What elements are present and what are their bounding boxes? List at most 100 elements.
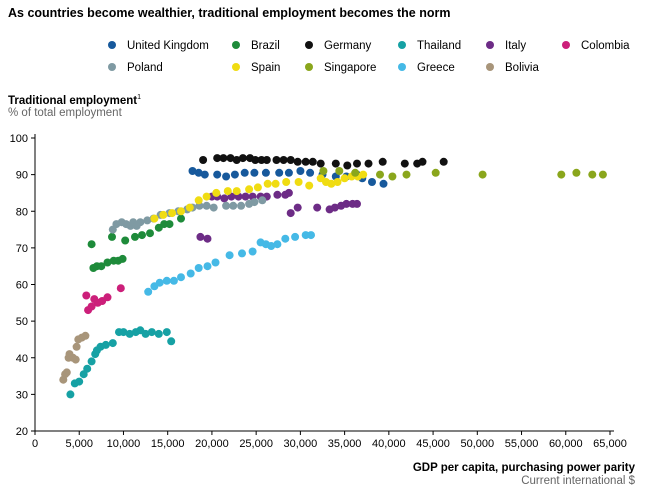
- data-point-united-kingdom: [306, 168, 315, 177]
- data-point-spain: [253, 183, 262, 192]
- data-point-spain: [340, 174, 349, 183]
- chart-legend: United Kingdom Brazil Germany Thailand Italy…: [0, 0, 645, 90]
- series-colombia: [82, 284, 125, 315]
- legend-item-greece: Greece: [398, 62, 455, 74]
- legend-item-colombia: Colombia: [562, 40, 630, 52]
- data-point-united-kingdom: [379, 179, 388, 188]
- data-point-singapore: [319, 167, 328, 175]
- data-point-singapore: [335, 167, 344, 175]
- legend-label: Colombia: [581, 40, 630, 52]
- series-thailand: [66, 326, 176, 399]
- x-tick-label: 15,000: [151, 438, 185, 450]
- data-point-germany: [279, 156, 288, 164]
- data-point-brazil: [118, 254, 127, 263]
- data-point-united-kingdom: [240, 168, 249, 177]
- data-point-italy: [203, 234, 212, 243]
- legend-item-united-kingdom: United Kingdom: [108, 40, 209, 52]
- legend-item-singapore: Singapore: [305, 62, 376, 74]
- series-poland: [108, 196, 267, 234]
- series-singapore: [319, 167, 607, 181]
- data-point-germany: [219, 154, 228, 163]
- data-point-brazil: [138, 231, 146, 240]
- legend-marker: [398, 63, 406, 71]
- data-point-poland: [258, 196, 267, 205]
- data-point-brazil: [165, 220, 174, 229]
- data-point-poland: [136, 218, 145, 227]
- data-point-bolivia: [81, 331, 90, 340]
- x-tick-label: 20,000: [195, 438, 229, 450]
- y-axis-footnote: 1: [137, 94, 141, 101]
- data-point-spain: [168, 209, 177, 218]
- data-point-thailand: [167, 337, 176, 346]
- y-axis-title-text: Traditional employment: [8, 94, 138, 107]
- legend-marker: [486, 63, 494, 71]
- data-point-germany: [293, 157, 302, 166]
- series-spain: [150, 170, 368, 223]
- data-point-greece: [291, 232, 300, 241]
- data-point-brazil: [146, 229, 154, 238]
- data-point-germany: [251, 156, 260, 164]
- data-point-singapore: [598, 170, 607, 179]
- data-point-poland: [143, 216, 152, 225]
- data-point-spain: [333, 178, 342, 186]
- x-axis-title: GDP per capita, purchasing power parity: [412, 462, 635, 474]
- legend-marker: [398, 41, 406, 49]
- data-point-greece: [186, 269, 195, 278]
- series-greece: [144, 231, 315, 296]
- data-point-germany: [232, 156, 241, 164]
- data-point-greece: [273, 240, 282, 249]
- legend-label: Greece: [417, 62, 455, 74]
- data-point-italy: [284, 188, 293, 197]
- y-tick-label: 50: [16, 316, 28, 328]
- data-point-united-kingdom: [230, 170, 239, 179]
- data-point-germany: [301, 157, 310, 166]
- data-point-greece: [162, 276, 171, 285]
- data-point-united-kingdom: [200, 170, 209, 179]
- data-point-brazil: [131, 232, 139, 241]
- data-point-germany: [272, 156, 281, 164]
- data-point-germany: [378, 157, 387, 166]
- data-point-thailand: [147, 328, 156, 337]
- data-point-colombia: [87, 302, 96, 311]
- data-point-united-kingdom: [284, 168, 293, 177]
- data-point-germany: [364, 159, 373, 168]
- x-tick-label: 55,000: [505, 438, 539, 450]
- data-point-colombia: [82, 291, 91, 300]
- x-axis-units: Current international $: [521, 475, 635, 487]
- data-point-bolivia: [62, 368, 71, 377]
- data-point-greece: [144, 287, 153, 296]
- data-point-greece: [194, 264, 203, 272]
- data-point-united-kingdom: [368, 178, 376, 186]
- legend-label: Spain: [251, 62, 281, 74]
- data-point-spain: [305, 181, 314, 190]
- data-point-colombia: [116, 284, 125, 293]
- data-point-poland: [229, 201, 238, 210]
- data-point-singapore: [588, 170, 597, 179]
- data-point-germany: [343, 161, 352, 170]
- x-tick-label: 5,000: [65, 438, 93, 450]
- data-point-singapore: [388, 172, 397, 181]
- data-point-singapore: [557, 170, 566, 179]
- data-point-spain: [263, 179, 272, 188]
- data-point-brazil: [108, 232, 116, 241]
- data-point-brazil: [97, 262, 106, 271]
- data-point-spain: [223, 187, 232, 196]
- x-tick-label: 30,000: [284, 438, 318, 450]
- data-point-spain: [194, 196, 203, 205]
- data-point-bolivia: [71, 355, 80, 364]
- data-point-italy: [286, 209, 295, 218]
- series-germany: [199, 154, 448, 170]
- data-point-spain: [202, 192, 211, 201]
- data-point-spain: [245, 185, 254, 194]
- data-point-united-kingdom: [188, 167, 197, 175]
- legend-label: Bolivia: [505, 62, 539, 74]
- data-point-spain: [271, 179, 280, 188]
- data-point-spain: [159, 210, 168, 219]
- data-point-thailand: [108, 339, 117, 348]
- data-point-brazil: [103, 258, 112, 267]
- data-point-germany: [439, 157, 448, 166]
- data-point-spain: [212, 188, 221, 197]
- data-point-germany: [213, 154, 222, 163]
- data-point-singapore: [431, 168, 440, 177]
